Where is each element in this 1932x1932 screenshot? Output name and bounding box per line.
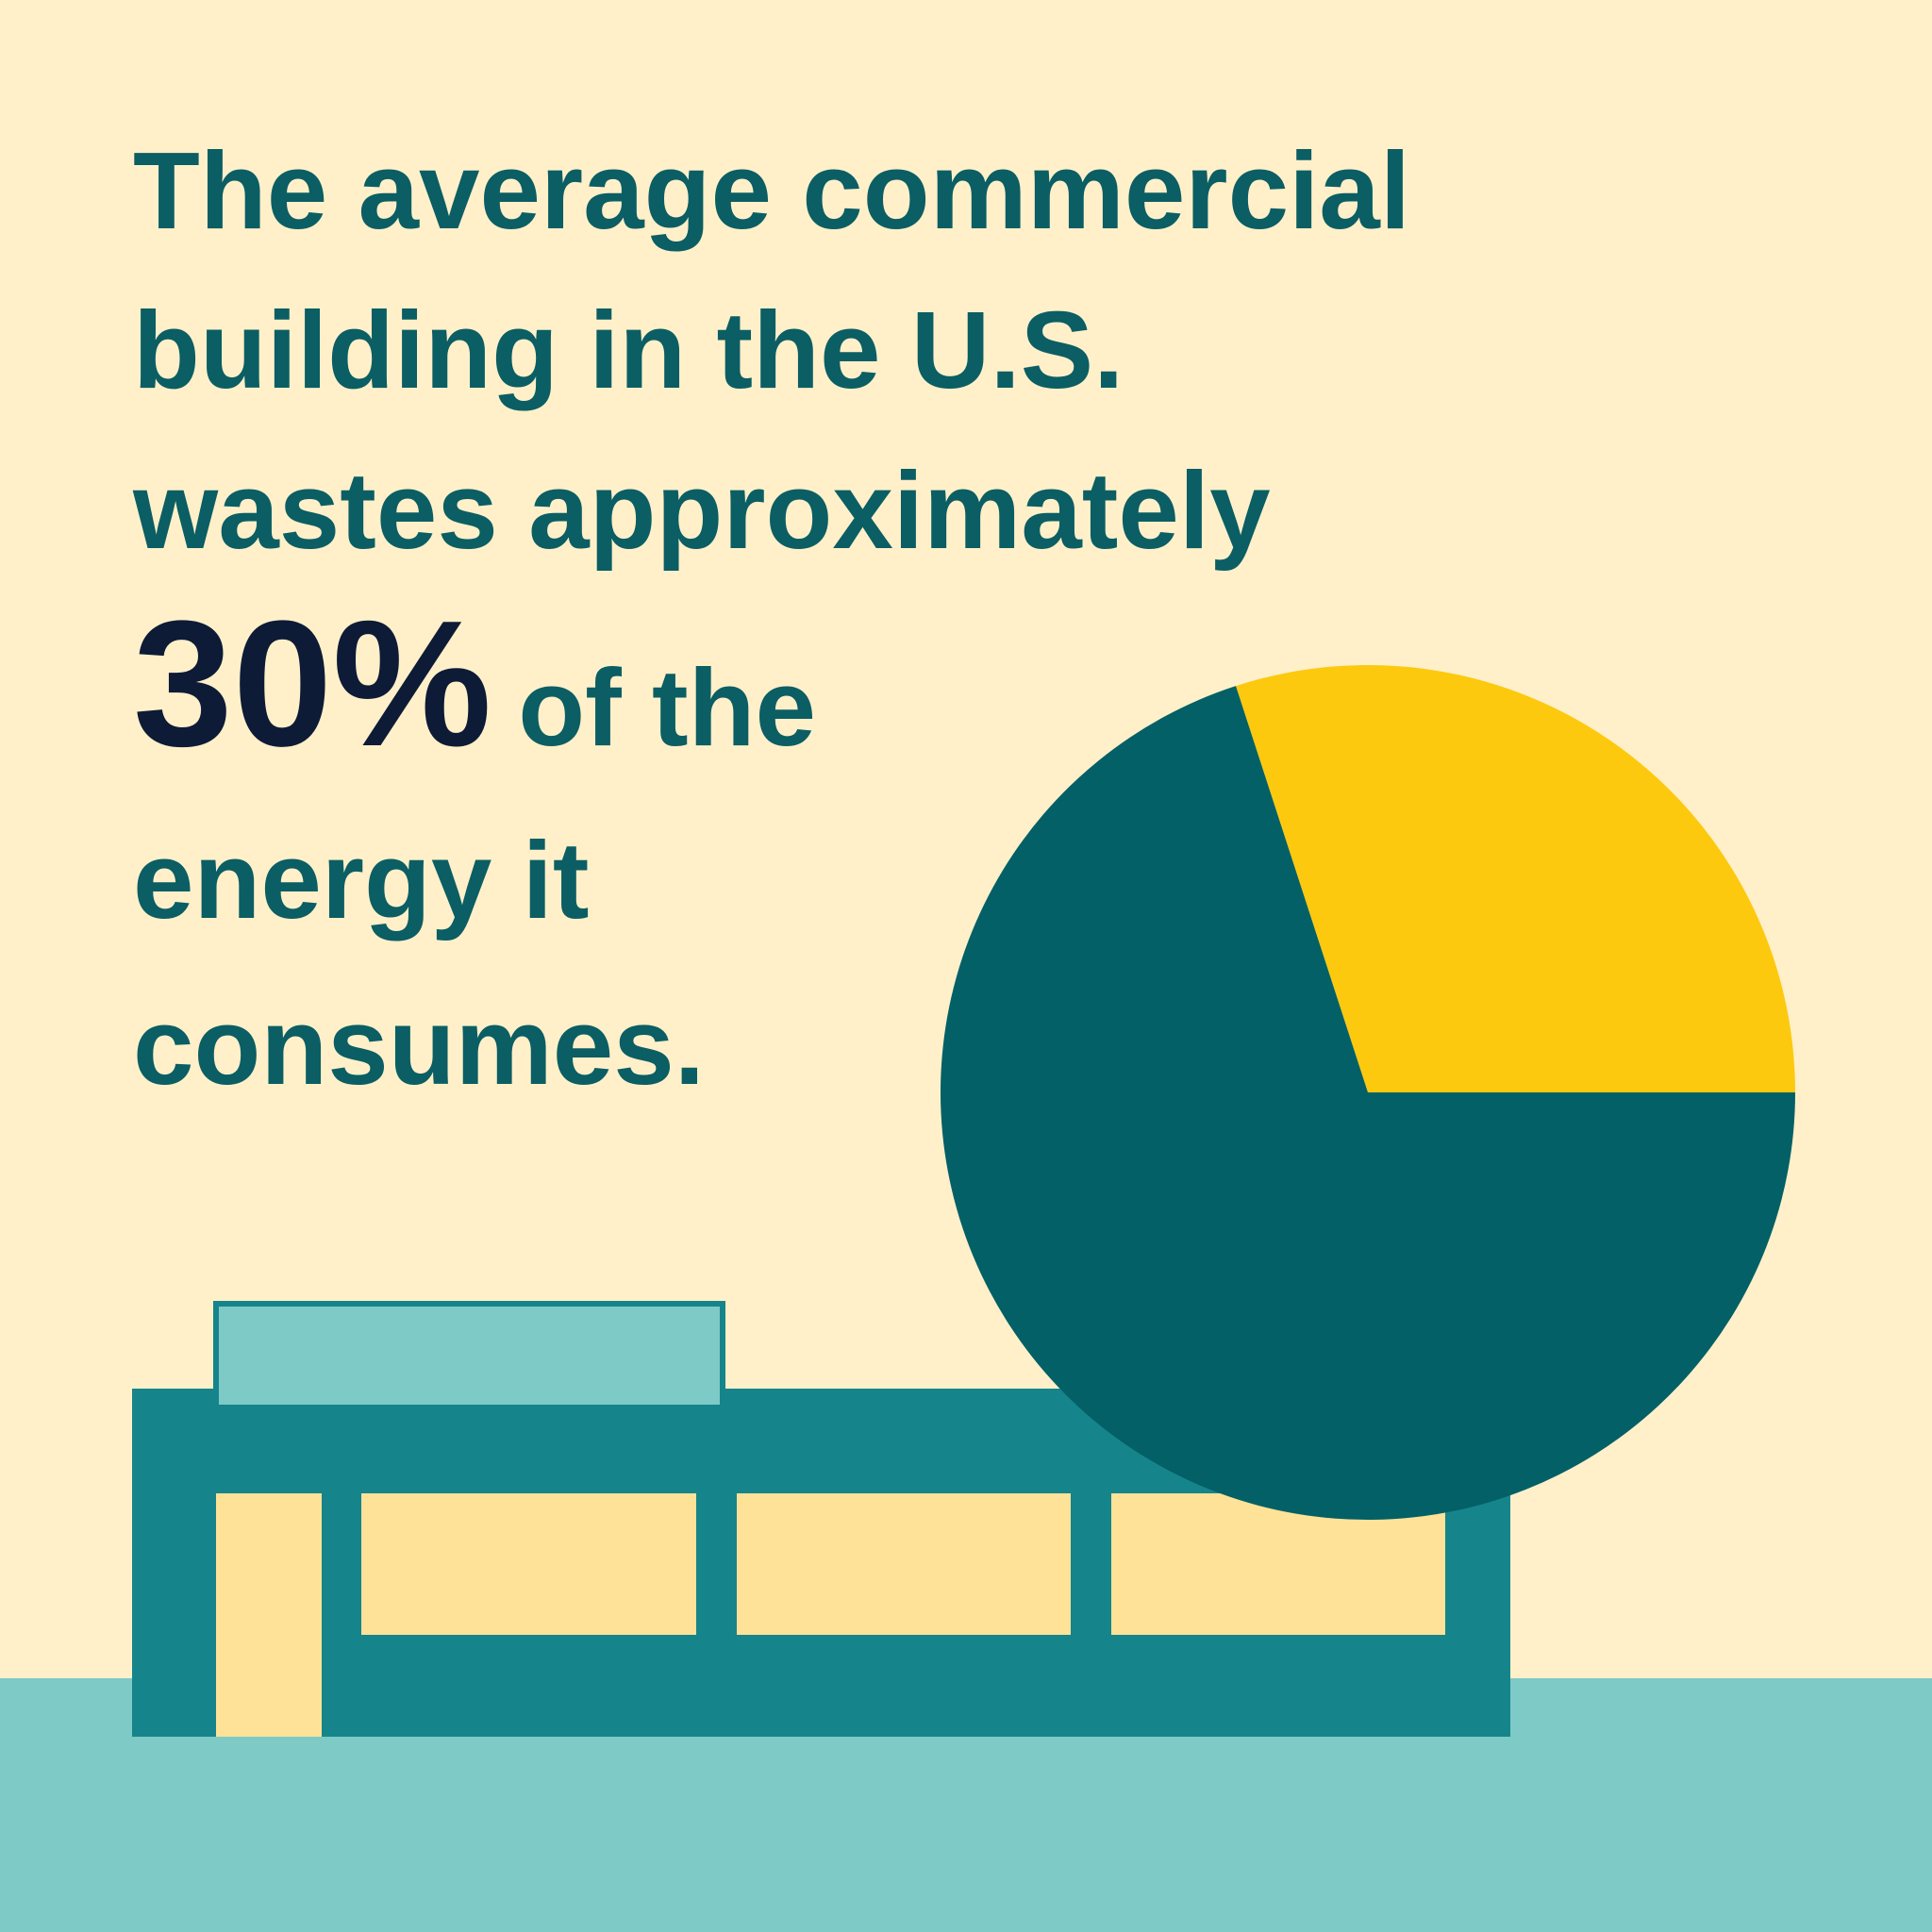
highlight-value: 30% — [133, 584, 491, 784]
window — [737, 1493, 1071, 1635]
pie-chart — [941, 664, 1795, 1520]
building-sign — [213, 1301, 725, 1410]
headline-text: of the — [518, 646, 816, 769]
door — [216, 1493, 322, 1737]
headline-line: 30% of the — [133, 584, 816, 784]
pie-slice — [1236, 664, 1795, 1092]
headline-line: The average commercial — [133, 129, 1410, 252]
headline-line: consumes. — [133, 985, 705, 1108]
pie-slice — [941, 686, 1795, 1520]
headline-line: energy it — [133, 819, 589, 941]
window — [361, 1493, 696, 1635]
headline-line: wastes approximately — [132, 449, 1271, 572]
headline-line: building in the U.S. — [133, 289, 1124, 411]
